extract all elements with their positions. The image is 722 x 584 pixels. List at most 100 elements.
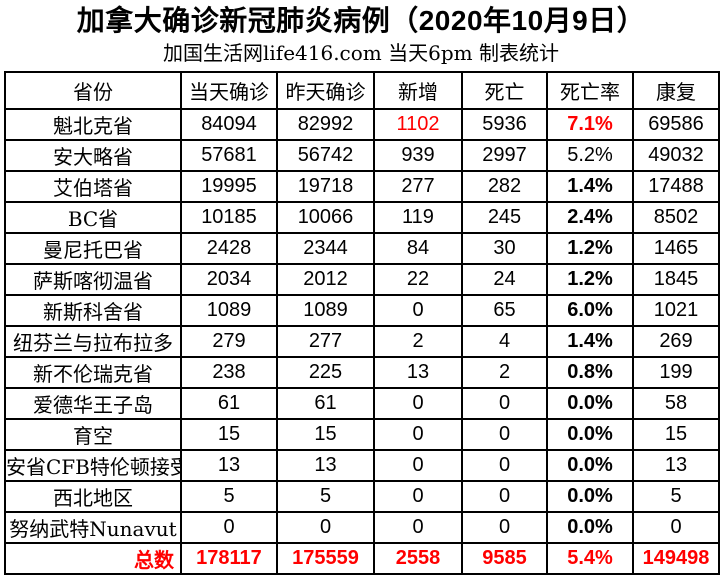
recovered-cell: 15 — [632, 418, 720, 451]
death-rate-cell: 2.4% — [546, 201, 634, 234]
yesterday-cell: 61 — [276, 387, 375, 420]
yesterday-cell: 56742 — [276, 139, 375, 172]
table-row: 育空 15 15 0 0 0.0% 15 — [4, 418, 720, 451]
deaths-cell: 0 — [461, 418, 548, 451]
today-cell: 5 — [180, 480, 278, 513]
province-cell: 安省CFB特伦顿接受隔离 — [4, 449, 182, 482]
yesterday-cell: 2344 — [276, 232, 375, 265]
new-cell: 0 — [373, 294, 463, 327]
today-cell: 238 — [180, 356, 278, 389]
death-rate-cell: 7.1% — [546, 108, 634, 141]
recovered-cell: 1021 — [632, 294, 720, 327]
province-cell: 爱德华王子岛 — [4, 387, 182, 420]
yesterday-cell: 1089 — [276, 294, 375, 327]
recovered-cell: 49032 — [632, 139, 720, 172]
province-cell: 育空 — [4, 418, 182, 451]
deaths-cell: 0 — [461, 480, 548, 513]
total-new: 2558 — [373, 542, 463, 575]
recovered-cell: 269 — [632, 325, 720, 358]
today-cell: 0 — [180, 511, 278, 544]
today-cell: 10185 — [180, 201, 278, 234]
col-header-yesterday: 昨天确诊 — [276, 71, 375, 110]
col-header-today: 当天确诊 — [180, 71, 278, 110]
page-title: 加拿大确诊新冠肺炎病例（2020年10月9日） — [76, 5, 646, 36]
covid-stats-table: 省份 当天确诊 昨天确诊 新增 死亡 死亡率 康复 魁北克省 84094 829… — [4, 71, 720, 575]
yesterday-cell: 2012 — [276, 263, 375, 296]
new-cell: 119 — [373, 201, 463, 234]
table-row: 西北地区 5 5 0 0 0.0% 5 — [4, 480, 720, 513]
death-rate-cell: 5.2% — [546, 139, 634, 172]
today-cell: 279 — [180, 325, 278, 358]
new-cell: 277 — [373, 170, 463, 203]
page-subtitle: 加国生活网life416.com 当天6pm 制表统计 — [163, 41, 559, 65]
recovered-cell: 1465 — [632, 232, 720, 265]
new-cell: 0 — [373, 480, 463, 513]
new-cell: 2 — [373, 325, 463, 358]
new-cell: 0 — [373, 449, 463, 482]
total-death-rate: 5.4% — [546, 542, 634, 575]
province-cell: 艾伯塔省 — [4, 170, 182, 203]
table-row: 安省CFB特伦顿接受隔离 13 13 0 0 0.0% 13 — [4, 449, 720, 482]
province-cell: BC省 — [4, 201, 182, 234]
yesterday-cell: 5 — [276, 480, 375, 513]
deaths-cell: 24 — [461, 263, 548, 296]
province-cell: 曼尼托巴省 — [4, 232, 182, 265]
table-row: BC省 10185 10066 119 245 2.4% 8502 — [4, 201, 720, 234]
new-cell: 22 — [373, 263, 463, 296]
new-cell: 939 — [373, 139, 463, 172]
province-cell: 西北地区 — [4, 480, 182, 513]
province-cell: 新不伦瑞克省 — [4, 356, 182, 389]
today-cell: 84094 — [180, 108, 278, 141]
today-cell: 57681 — [180, 139, 278, 172]
total-label: 总数 — [4, 542, 182, 575]
total-deaths: 9585 — [461, 542, 548, 575]
col-header-province: 省份 — [4, 71, 182, 110]
deaths-cell: 2997 — [461, 139, 548, 172]
new-cell: 13 — [373, 356, 463, 389]
death-rate-cell: 1.2% — [546, 263, 634, 296]
yesterday-cell: 15 — [276, 418, 375, 451]
yesterday-cell: 19718 — [276, 170, 375, 203]
new-cell: 0 — [373, 387, 463, 420]
yesterday-cell: 10066 — [276, 201, 375, 234]
new-cell: 0 — [373, 418, 463, 451]
today-cell: 2034 — [180, 263, 278, 296]
new-cell: 0 — [373, 511, 463, 544]
total-today: 178117 — [180, 542, 278, 575]
yesterday-cell: 82992 — [276, 108, 375, 141]
col-header-recovered: 康复 — [632, 71, 720, 110]
deaths-cell: 0 — [461, 449, 548, 482]
col-header-rate: 死亡率 — [546, 71, 634, 110]
deaths-cell: 65 — [461, 294, 548, 327]
deaths-cell: 245 — [461, 201, 548, 234]
table-row: 萨斯喀彻温省 2034 2012 22 24 1.2% 1845 — [4, 263, 720, 296]
recovered-cell: 1845 — [632, 263, 720, 296]
yesterday-cell: 0 — [276, 511, 375, 544]
col-header-deaths: 死亡 — [461, 71, 548, 110]
recovered-cell: 0 — [632, 511, 720, 544]
death-rate-cell: 0.0% — [546, 511, 634, 544]
today-cell: 19995 — [180, 170, 278, 203]
death-rate-cell: 1.2% — [546, 232, 634, 265]
province-cell: 安大略省 — [4, 139, 182, 172]
today-cell: 2428 — [180, 232, 278, 265]
table-row: 魁北克省 84094 82992 1102 5936 7.1% 69586 — [4, 108, 720, 141]
death-rate-cell: 0.0% — [546, 418, 634, 451]
today-cell: 1089 — [180, 294, 278, 327]
total-yesterday: 175559 — [276, 542, 375, 575]
deaths-cell: 0 — [461, 511, 548, 544]
table-row: 安大略省 57681 56742 939 2997 5.2% 49032 — [4, 139, 720, 172]
table-row: 新不伦瑞克省 238 225 13 2 0.8% 199 — [4, 356, 720, 389]
new-cell: 1102 — [373, 108, 463, 141]
province-cell: 魁北克省 — [4, 108, 182, 141]
deaths-cell: 30 — [461, 232, 548, 265]
deaths-cell: 5936 — [461, 108, 548, 141]
province-cell: 纽芬兰与拉布拉多 — [4, 325, 182, 358]
death-rate-cell: 1.4% — [546, 325, 634, 358]
recovered-cell: 8502 — [632, 201, 720, 234]
today-cell: 15 — [180, 418, 278, 451]
deaths-cell: 4 — [461, 325, 548, 358]
death-rate-cell: 0.0% — [546, 387, 634, 420]
table-row: 艾伯塔省 19995 19718 277 282 1.4% 17488 — [4, 170, 720, 203]
